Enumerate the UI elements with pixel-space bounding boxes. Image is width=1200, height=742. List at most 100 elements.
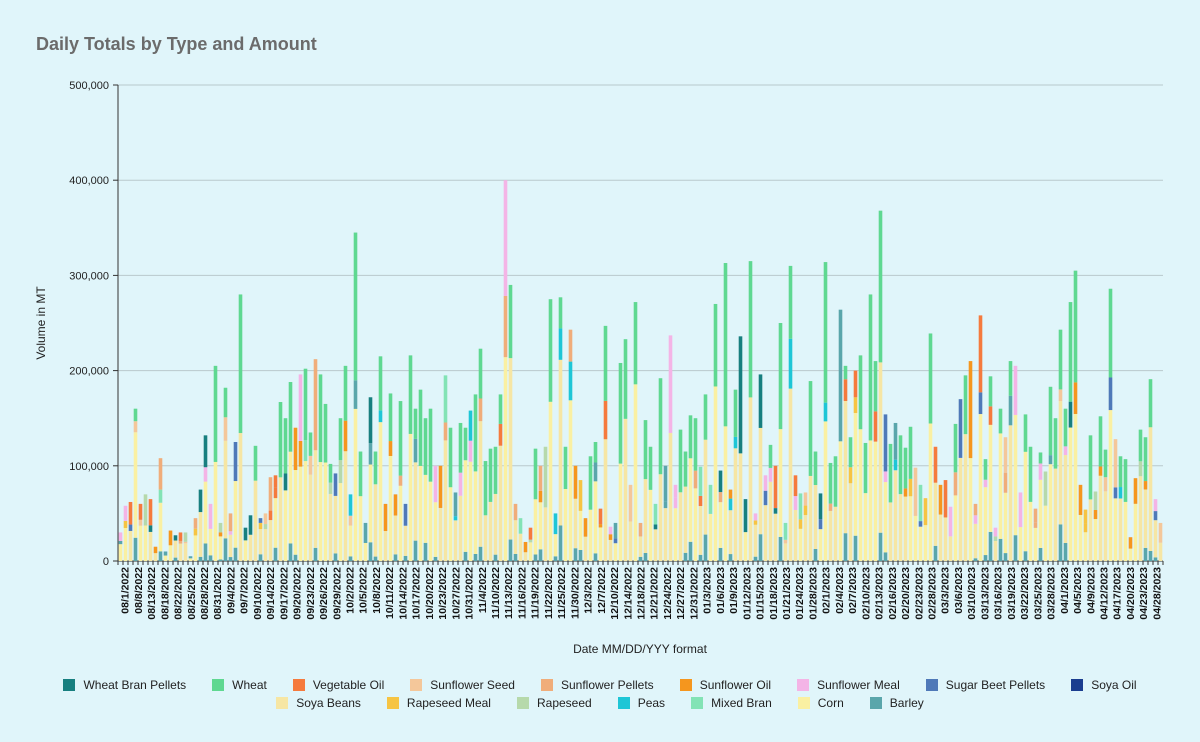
bar-segment [813, 451, 818, 486]
legend-item[interactable]: Sugar Beet Pellets [925, 678, 1045, 692]
bar-segment [528, 539, 533, 543]
legend-item[interactable]: Corn [797, 696, 844, 710]
bar-segment [333, 553, 338, 561]
legend-item[interactable]: Peas [617, 696, 665, 710]
bar-stack [663, 465, 668, 561]
legend-swatch [386, 697, 399, 709]
bar-stack [1123, 459, 1128, 561]
legend-item[interactable]: Wheat Bran Pellets [63, 678, 186, 692]
legend-item[interactable]: Wheat [212, 678, 267, 692]
bar-segment [143, 525, 148, 561]
bar-segment [998, 433, 1003, 539]
bar-segment [543, 507, 548, 561]
bar-segment [973, 558, 978, 561]
bar-segment [388, 393, 393, 442]
legend-item[interactable]: Vegetable Oil [292, 678, 384, 692]
bar-segment [713, 386, 718, 561]
bar-segment [763, 490, 768, 506]
bar-segment [298, 466, 303, 561]
x-tick-label: 12/21/2022 [649, 567, 661, 620]
bar-stack [608, 526, 613, 561]
legend-label: Wheat Bran Pellets [83, 678, 187, 692]
bar-segment [718, 492, 723, 503]
legend-item[interactable]: Rapeseed [516, 696, 592, 710]
bar-segment [683, 486, 688, 553]
legend-item[interactable]: Soya Beans [276, 696, 361, 710]
bar-segment [333, 473, 338, 496]
bar-segment [198, 556, 203, 561]
bar-segment [633, 302, 638, 385]
bar-segment [278, 477, 283, 561]
x-tick-label: 09/23/2022 [305, 567, 317, 620]
bar-segment [288, 451, 293, 544]
bar-stack [758, 374, 763, 561]
axes: 0 100,000 200,000 300,000 400,000 500,000 08/1… [69, 80, 1164, 620]
x-tick-label: 11/4/2022 [477, 567, 489, 613]
bar-segment [1003, 437, 1008, 473]
bar-stack [598, 508, 603, 561]
bar-stack [458, 422, 463, 561]
bar-stack [293, 427, 298, 561]
bar-stack [988, 376, 993, 561]
bar-stack [798, 493, 803, 561]
bar-stack [1008, 361, 1013, 561]
bar-stack [623, 339, 628, 561]
x-tick-label: 12/3/2022 [583, 567, 595, 614]
bar-segment [718, 502, 723, 548]
bar-stack [943, 480, 948, 561]
bar-segment [658, 378, 663, 475]
bar-segment [848, 437, 853, 468]
bar-segment [468, 410, 473, 441]
legend-item[interactable]: Rapeseed Meal [386, 696, 491, 710]
bar-stack [1108, 288, 1113, 561]
x-tick-label: 10/2/2022 [344, 567, 356, 614]
bar-stack [493, 446, 498, 561]
bar-segment [373, 556, 378, 561]
bar-segment [1058, 401, 1063, 525]
bar-segment [288, 543, 293, 561]
bar-stack [1043, 471, 1048, 561]
bar-segment [848, 483, 853, 561]
bar-segment [118, 532, 123, 541]
legend-swatch [925, 679, 938, 691]
bar-segment [578, 510, 583, 550]
bar-segment [528, 527, 533, 540]
legend-item[interactable]: Sunflower Pellets [540, 678, 654, 692]
bar-segment [453, 516, 458, 521]
bar-segment [1038, 479, 1043, 548]
bar-segment [693, 418, 698, 471]
bar-segment [543, 446, 548, 508]
legend-item[interactable]: Soya Oil [1071, 678, 1137, 692]
bar-segment [1148, 379, 1153, 428]
bar-stack [418, 389, 423, 561]
bar-stack [853, 370, 858, 561]
bar-segment [118, 540, 123, 545]
bar-stack [808, 381, 813, 561]
legend-item[interactable]: Mixed Bran [691, 696, 772, 710]
bar-segment [908, 496, 913, 561]
bar-segment [358, 451, 363, 497]
legend-item[interactable]: Sunflower Seed [410, 678, 515, 692]
bar-segment [558, 297, 563, 329]
legend-item[interactable]: Sunflower Meal [797, 678, 900, 692]
bar-segment [173, 540, 178, 558]
x-tick-label: 10/31/2022 [464, 567, 476, 620]
bar-segment [223, 538, 228, 561]
bar-stack [788, 265, 793, 561]
bar-segment [1018, 527, 1023, 561]
bar-stack [178, 532, 183, 561]
x-tick-label: 09/29/2022 [331, 567, 343, 620]
bar-stack [1093, 491, 1098, 561]
x-tick-label: 09/17/2022 [278, 567, 290, 620]
bar-segment [1023, 551, 1028, 561]
legend-item[interactable]: Barley [869, 696, 924, 710]
bar-segment [133, 408, 138, 422]
bar-segment [343, 365, 348, 421]
bar-segment [1023, 451, 1028, 552]
bar-segment [193, 535, 198, 561]
legend-item[interactable]: Sunflower Oil [679, 678, 771, 692]
bar-segment [778, 323, 783, 430]
bar-segment [633, 384, 638, 561]
bar-segment [1098, 416, 1103, 467]
